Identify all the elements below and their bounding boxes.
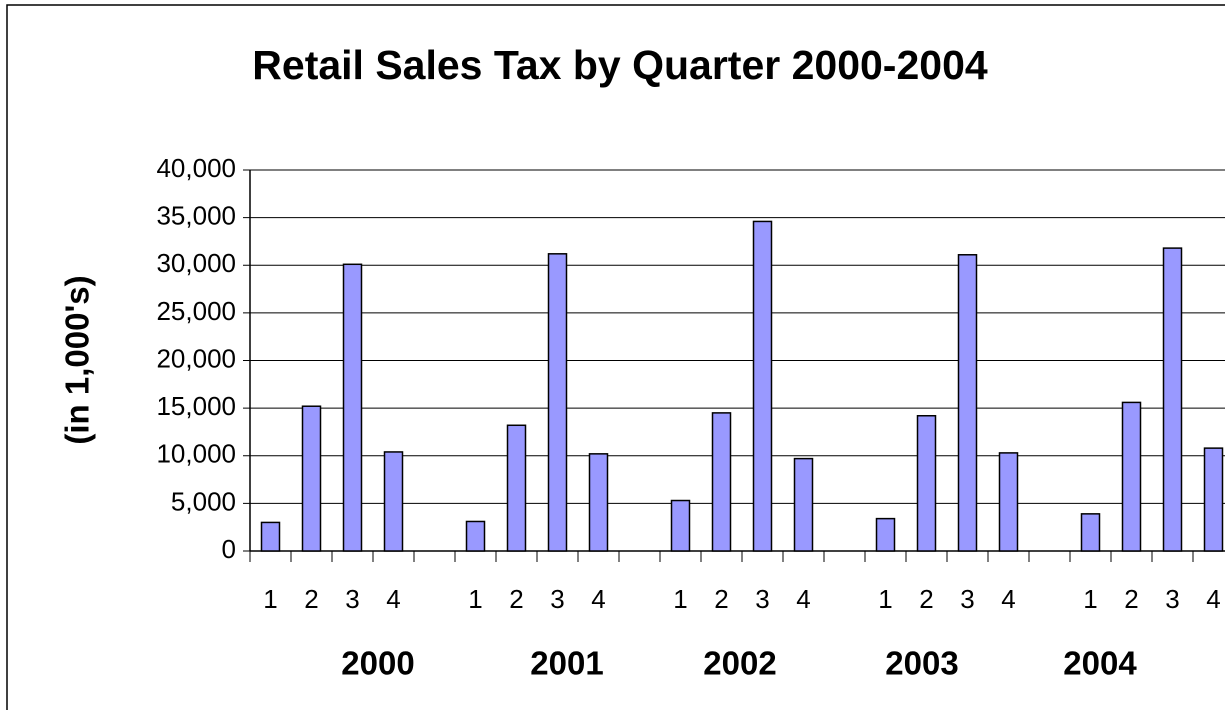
bar <box>301 405 322 552</box>
x-tick-label: 2 <box>1124 584 1138 614</box>
bar <box>260 521 281 552</box>
y-tick-label: 25,000 <box>156 296 236 326</box>
bar <box>957 254 978 552</box>
x-tick-label: 2 <box>304 584 318 614</box>
x-tick-label: 1 <box>673 584 687 614</box>
x-tick-label: 1 <box>1083 584 1097 614</box>
x-tick-label: 3 <box>1165 584 1179 614</box>
group-label: 2001 <box>530 645 603 682</box>
bar <box>916 414 937 552</box>
bar <box>793 457 814 552</box>
x-tick-label: 3 <box>960 584 974 614</box>
y-tick-label: 20,000 <box>156 343 236 373</box>
bar <box>383 451 404 552</box>
bar <box>1162 247 1183 552</box>
y-tick-label: 35,000 <box>156 201 236 231</box>
bar <box>506 424 527 552</box>
y-tick-label: 40,000 <box>156 153 236 183</box>
bar <box>342 263 363 552</box>
x-tick-label: 2 <box>714 584 728 614</box>
y-tick-label: 5,000 <box>171 486 236 516</box>
x-tick-label: 3 <box>345 584 359 614</box>
bar <box>711 412 732 552</box>
bar <box>1203 447 1224 552</box>
group-label: 2000 <box>341 645 414 682</box>
x-tick-label: 4 <box>796 584 810 614</box>
x-tick-label: 1 <box>878 584 892 614</box>
bar <box>752 220 773 552</box>
x-tick-label: 1 <box>263 584 277 614</box>
y-tick-label: 0 <box>222 534 236 564</box>
y-axis-label: (in 1,000's) <box>59 275 96 444</box>
x-tick-label: 2 <box>919 584 933 614</box>
group-label: 2003 <box>885 645 958 682</box>
group-label: 2004 <box>1063 645 1137 682</box>
x-tick-label: 4 <box>1001 584 1015 614</box>
bar <box>465 520 486 552</box>
x-tick-label: 3 <box>755 584 769 614</box>
bar <box>998 452 1019 552</box>
x-tick-label: 4 <box>386 584 400 614</box>
x-tick-label: 1 <box>468 584 482 614</box>
group-label: 2002 <box>703 645 776 682</box>
bar <box>1080 513 1101 552</box>
y-tick-label: 30,000 <box>156 248 236 278</box>
bar <box>588 453 609 552</box>
bar <box>875 517 896 552</box>
y-tick-label: 10,000 <box>156 439 236 469</box>
bar <box>1121 401 1142 552</box>
x-tick-label: 4 <box>1206 584 1220 614</box>
y-tick-label: 15,000 <box>156 391 236 421</box>
x-tick-label: 2 <box>509 584 523 614</box>
bar <box>670 499 691 552</box>
chart-title: Retail Sales Tax by Quarter 2000-2004 <box>252 42 988 88</box>
x-tick-label: 3 <box>550 584 564 614</box>
x-tick-label: 4 <box>591 584 605 614</box>
bar <box>547 253 568 552</box>
chart-frame <box>6 4 1225 710</box>
